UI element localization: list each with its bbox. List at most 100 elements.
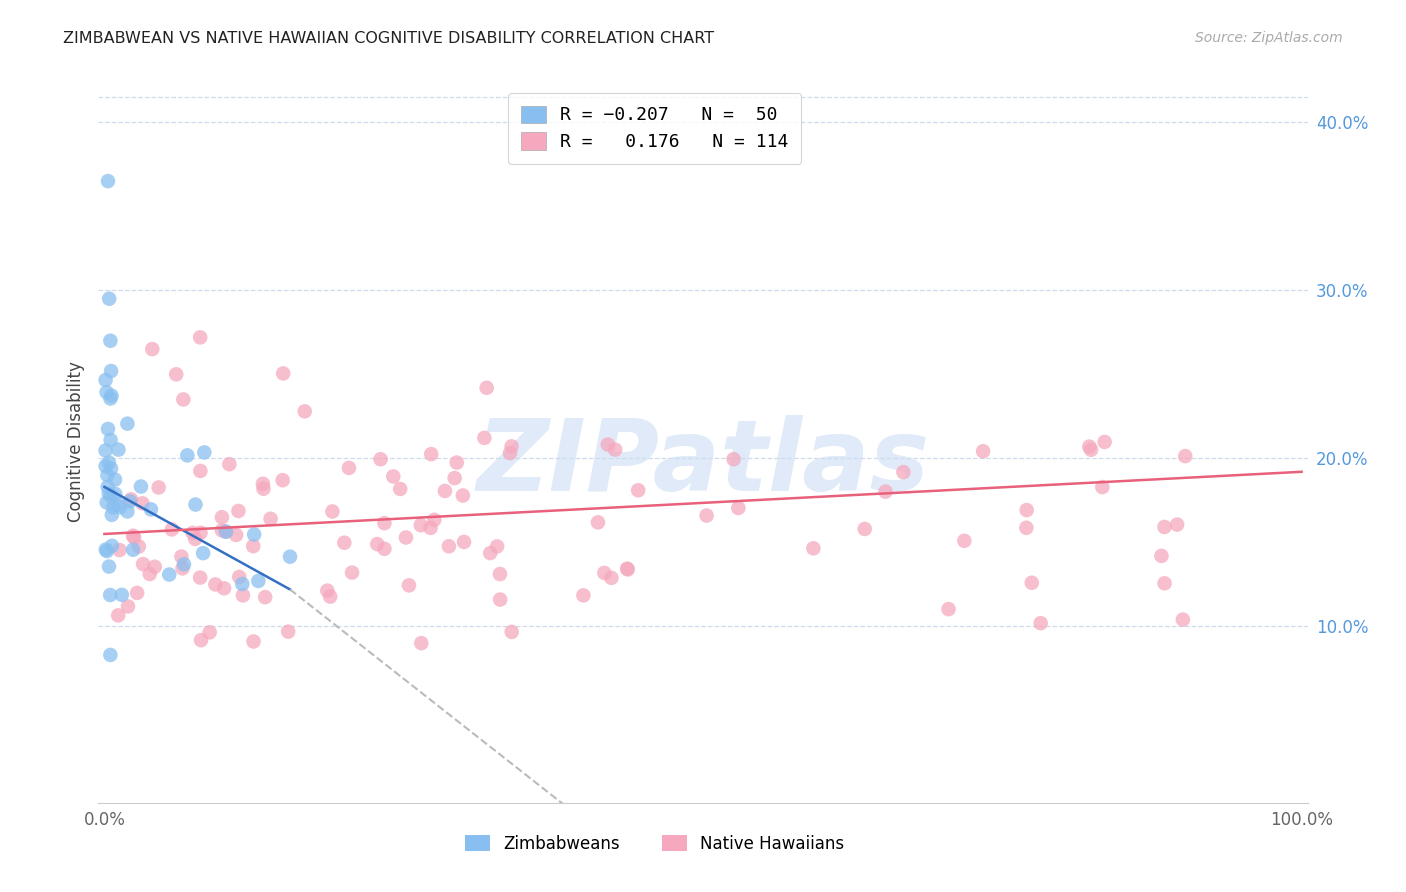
Point bbox=[337, 461, 360, 475]
Point bbox=[190, 633, 212, 648]
Point bbox=[98, 559, 121, 574]
Point bbox=[446, 456, 468, 470]
Point bbox=[486, 540, 509, 554]
Point bbox=[127, 586, 149, 600]
Point bbox=[419, 521, 441, 535]
Point bbox=[1094, 434, 1116, 449]
Point bbox=[411, 636, 433, 650]
Point bbox=[97, 480, 120, 494]
Point bbox=[100, 489, 122, 503]
Point bbox=[479, 546, 502, 560]
Point bbox=[103, 500, 125, 515]
Point bbox=[321, 504, 343, 518]
Point bbox=[190, 464, 212, 478]
Point bbox=[100, 364, 122, 378]
Point bbox=[605, 442, 627, 457]
Point bbox=[97, 174, 120, 188]
Point bbox=[627, 483, 650, 498]
Point bbox=[100, 389, 122, 403]
Point bbox=[160, 523, 183, 537]
Point bbox=[101, 539, 124, 553]
Point bbox=[94, 373, 117, 387]
Point bbox=[204, 577, 226, 591]
Point bbox=[271, 473, 294, 487]
Text: Source: ZipAtlas.com: Source: ZipAtlas.com bbox=[1195, 31, 1343, 45]
Point bbox=[938, 602, 960, 616]
Point bbox=[727, 501, 749, 516]
Point bbox=[370, 452, 392, 467]
Text: ZIPatlas: ZIPatlas bbox=[477, 415, 929, 512]
Point bbox=[132, 557, 155, 571]
Point bbox=[437, 539, 460, 553]
Point bbox=[243, 527, 266, 541]
Point bbox=[389, 482, 412, 496]
Point bbox=[143, 559, 166, 574]
Point bbox=[97, 486, 120, 500]
Text: ZIMBABWEAN VS NATIVE HAWAIIAN COGNITIVE DISABILITY CORRELATION CHART: ZIMBABWEAN VS NATIVE HAWAIIAN COGNITIVE … bbox=[63, 31, 714, 46]
Point bbox=[211, 510, 233, 524]
Point bbox=[176, 449, 198, 463]
Point bbox=[231, 577, 253, 591]
Point bbox=[170, 549, 193, 564]
Point bbox=[853, 522, 876, 536]
Point bbox=[165, 368, 187, 382]
Point bbox=[1153, 520, 1175, 534]
Point bbox=[157, 567, 180, 582]
Point bbox=[723, 452, 745, 467]
Point bbox=[893, 465, 915, 479]
Point bbox=[972, 444, 994, 458]
Point bbox=[472, 431, 495, 445]
Point bbox=[489, 592, 512, 607]
Point bbox=[107, 497, 129, 511]
Point bbox=[128, 540, 150, 554]
Point bbox=[420, 447, 443, 461]
Point bbox=[252, 476, 274, 491]
Point bbox=[228, 504, 250, 518]
Point bbox=[111, 588, 134, 602]
Point bbox=[596, 437, 619, 451]
Point bbox=[97, 422, 120, 436]
Point bbox=[433, 483, 456, 498]
Point bbox=[953, 533, 976, 548]
Point bbox=[475, 381, 498, 395]
Point bbox=[193, 445, 215, 459]
Point bbox=[122, 529, 145, 543]
Point bbox=[409, 518, 432, 533]
Point bbox=[188, 570, 211, 584]
Point bbox=[118, 494, 141, 508]
Point bbox=[94, 459, 117, 474]
Point bbox=[97, 456, 120, 470]
Point bbox=[247, 574, 270, 588]
Point bbox=[254, 590, 277, 604]
Point bbox=[453, 535, 475, 549]
Point bbox=[117, 504, 139, 518]
Point bbox=[278, 549, 301, 564]
Point bbox=[101, 508, 124, 522]
Point bbox=[242, 539, 264, 553]
Point bbox=[117, 599, 139, 614]
Point bbox=[616, 561, 638, 575]
Point bbox=[211, 524, 233, 538]
Point bbox=[489, 567, 512, 582]
Point bbox=[172, 561, 194, 575]
Point bbox=[1166, 517, 1188, 532]
Point bbox=[141, 342, 163, 356]
Point bbox=[94, 542, 117, 557]
Point bbox=[107, 442, 129, 457]
Point bbox=[100, 433, 122, 447]
Point bbox=[117, 417, 139, 431]
Point bbox=[131, 496, 153, 510]
Point bbox=[875, 484, 897, 499]
Point bbox=[184, 498, 207, 512]
Point bbox=[188, 330, 211, 344]
Point bbox=[1150, 549, 1173, 563]
Point bbox=[1091, 480, 1114, 494]
Point bbox=[259, 512, 281, 526]
Point bbox=[96, 468, 118, 483]
Point bbox=[373, 541, 395, 556]
Point bbox=[139, 502, 162, 516]
Point bbox=[1015, 503, 1038, 517]
Point bbox=[215, 524, 238, 539]
Point bbox=[501, 624, 523, 639]
Point bbox=[366, 537, 388, 551]
